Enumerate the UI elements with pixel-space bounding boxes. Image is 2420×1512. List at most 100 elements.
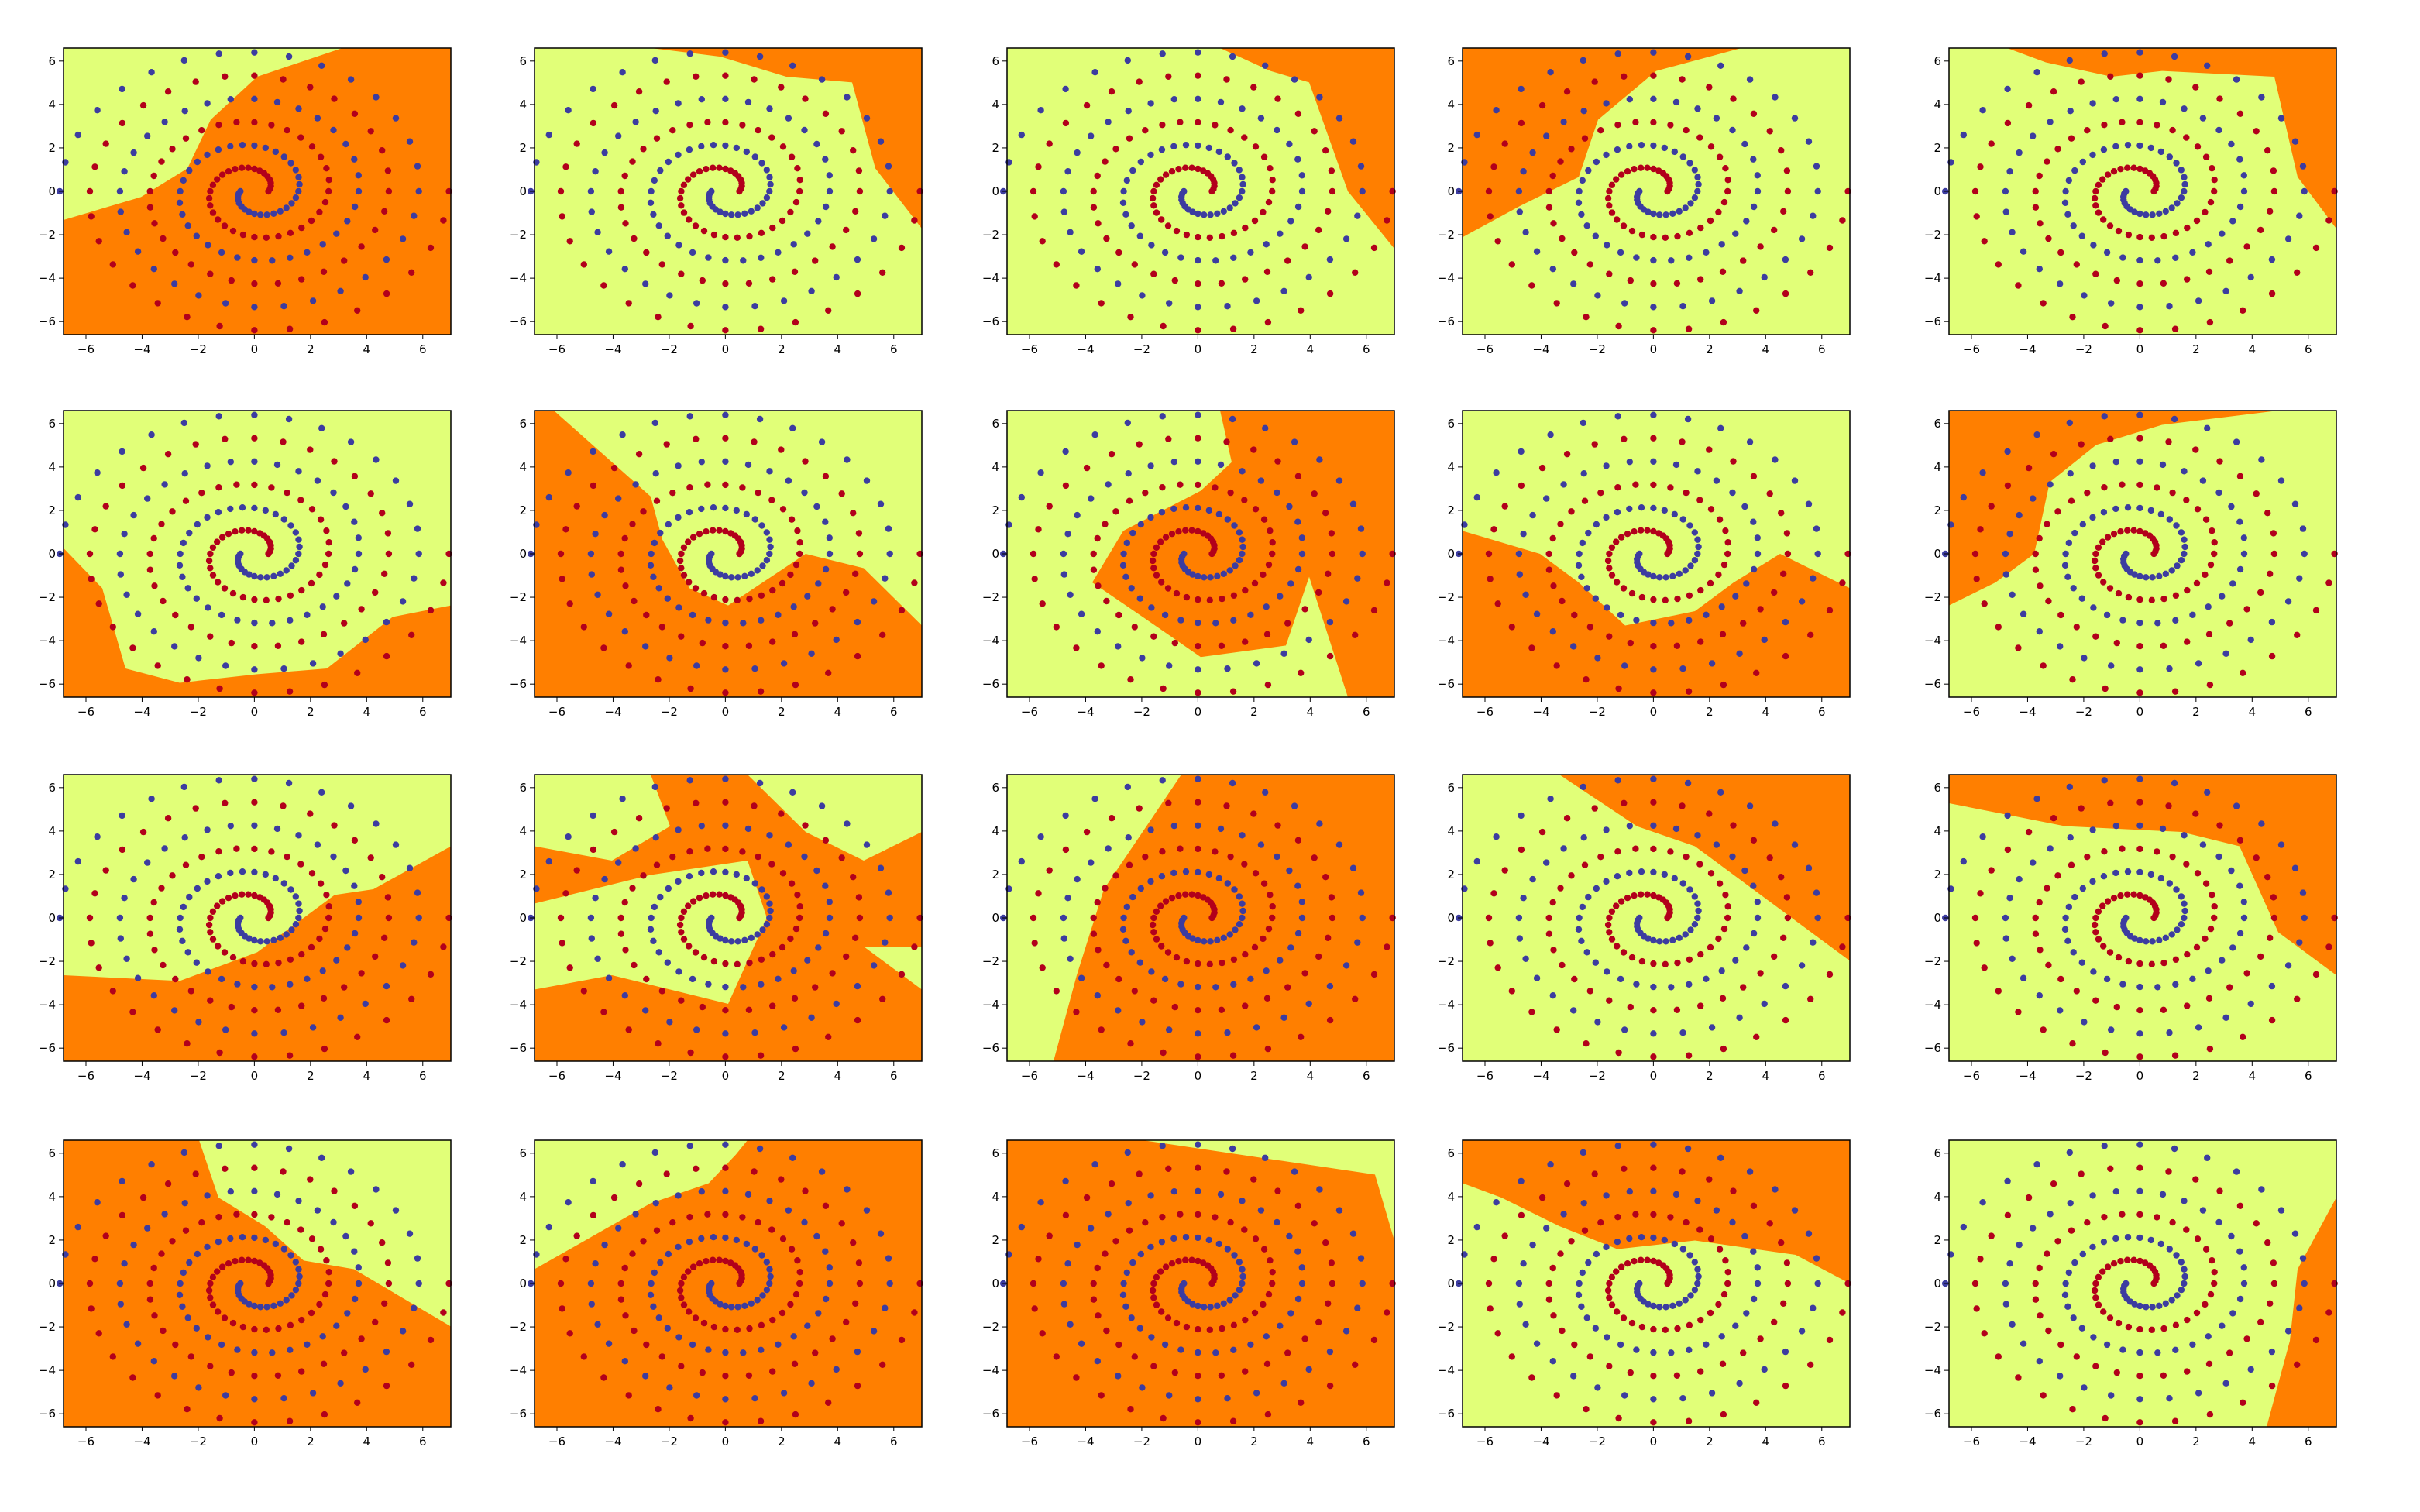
point-blue [1253,660,1260,667]
point-red [1090,914,1097,922]
point-red [829,243,836,250]
point-blue [295,1280,302,1287]
y-tick-label: 4 [519,98,527,112]
point-red [710,1323,718,1331]
point-red [1707,1235,1715,1242]
point-blue [741,210,748,217]
point-red [812,620,819,627]
point-blue [2172,1346,2179,1354]
point-red [331,458,338,465]
point-red [1545,1280,1552,1287]
point-blue [1257,115,1265,122]
point-red [1142,127,1149,134]
point-red [2192,1176,2199,1183]
point-blue [2079,1250,2086,1258]
point-blue [619,431,626,438]
point-red [1227,489,1234,497]
point-red [852,934,859,942]
point-blue [1656,574,1663,581]
point-red [251,643,258,650]
point-blue [309,1390,317,1397]
point-red [610,464,618,472]
point-red [1679,802,1686,809]
point-red [573,140,580,147]
point-red [1153,544,1160,551]
point-blue [204,826,211,833]
y-tick-label: −6 [510,677,527,691]
point-blue [1813,163,1820,170]
point-blue [2174,200,2181,207]
point-blue [251,95,258,102]
point-blue [1626,96,1633,103]
point-red [2073,261,2080,268]
point-blue [1621,1026,1628,1033]
point-blue [1813,525,1820,532]
y-tick-label: 0 [1447,547,1455,561]
x-tick-label: −4 [1532,1069,1549,1083]
point-blue [194,885,201,892]
point-red [1557,1250,1564,1257]
point-red [2194,870,2202,877]
y-tick-label: −4 [982,1363,999,1377]
point-red [2117,892,2124,899]
point-blue [2079,521,2086,528]
point-blue [257,1304,264,1311]
point-red [2078,78,2085,85]
point-blue [1195,572,1201,580]
point-red [2183,497,2190,503]
point-red [251,1053,258,1060]
point-red [676,194,684,202]
point-blue [844,94,851,101]
point-blue [675,1243,682,1251]
point-red [1973,576,1980,582]
point-blue [1305,1000,1312,1008]
point-red [2270,914,2278,922]
point-red [222,799,229,807]
point-blue [1287,580,1294,587]
point-red [663,1170,670,1177]
point-blue [1614,50,1621,57]
point-blue [1298,899,1306,905]
point-blue [2240,1264,2247,1271]
point-red [1171,277,1179,284]
point-red [758,956,765,964]
point-blue [180,57,187,64]
point-red [734,234,741,241]
point-red [307,1176,314,1183]
point-red [559,213,565,220]
point-red [631,961,638,969]
point-blue [2299,525,2307,532]
point-red [1638,957,1646,965]
point-blue [1717,424,1724,431]
point-blue [1603,878,1610,885]
point-blue [392,115,400,122]
point-red [2184,1368,2191,1375]
point-blue [763,1287,771,1294]
y-tick-label: 2 [48,141,56,155]
point-red [2184,1002,2191,1009]
point-red [2194,506,2202,513]
point-red [2171,325,2179,332]
point-blue [272,148,279,156]
point-red [1370,971,1378,978]
point-red [1620,222,1628,229]
point-red [1073,644,1080,651]
point-blue [1148,242,1155,249]
point-red [1030,914,1037,922]
point-blue [319,241,326,248]
point-red [119,1211,126,1219]
point-blue [2199,115,2207,122]
point-red [1326,290,1334,297]
point-red [2184,1316,2191,1324]
y-tick-label: 2 [992,141,999,155]
point-red [323,165,330,172]
x-tick-label: −4 [1532,342,1549,356]
point-red [139,1194,147,1201]
point-blue [295,832,302,839]
point-red [1301,1335,1308,1342]
point-red [321,1290,329,1298]
point-blue [1280,287,1287,294]
point-blue [826,1280,834,1287]
point-blue [1298,550,1306,558]
point-blue [1170,823,1178,830]
